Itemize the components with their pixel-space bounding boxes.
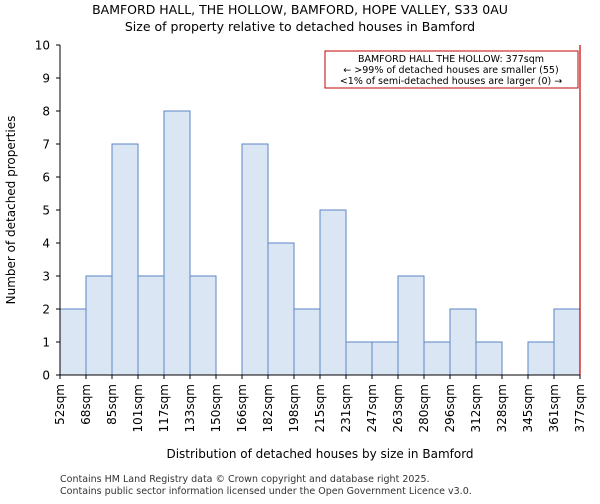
histogram-bar: [189, 275, 217, 376]
histogram-bar: [59, 308, 87, 376]
histogram-bar: [85, 275, 113, 376]
histogram-bar: [423, 341, 451, 376]
histogram-bar: [371, 341, 399, 376]
bars-layer: [59, 110, 581, 376]
annotation-line-2: ← >99% of detached houses are smaller (5…: [343, 65, 558, 76]
histogram-bar: [475, 341, 503, 376]
histogram-bar: [397, 275, 425, 376]
histogram-bar: [345, 341, 373, 376]
x-tick-label: 312sqm: [469, 384, 483, 432]
x-tick-label: 150sqm: [209, 384, 223, 432]
x-axis-label: Distribution of detached houses by size …: [166, 447, 473, 461]
x-tick-label: 345sqm: [521, 384, 535, 432]
y-tick-label: 3: [42, 270, 50, 284]
y-axis-label: Number of detached properties: [4, 116, 18, 305]
x-tick-label: 263sqm: [391, 384, 405, 432]
histogram-bar: [319, 209, 347, 376]
annotation-line-3: <1% of semi-detached houses are larger (…: [340, 76, 562, 87]
y-tick-label: 2: [42, 303, 50, 317]
y-tick-label: 9: [42, 72, 50, 86]
x-tick-label: 361sqm: [547, 384, 561, 432]
footer-line-2: Contains public sector information licen…: [60, 486, 472, 497]
x-tick-label: 85sqm: [105, 384, 119, 425]
histogram-bar: [163, 110, 191, 376]
y-tick-label: 0: [42, 369, 50, 383]
x-tick-label: 280sqm: [417, 384, 431, 432]
x-tick-label: 52sqm: [53, 384, 67, 425]
histogram-bar: [137, 275, 165, 376]
histogram-bar: [111, 143, 139, 376]
x-tick-label: 231sqm: [339, 384, 353, 432]
y-tick-label: 5: [42, 204, 50, 218]
y-tick-label: 8: [42, 105, 50, 119]
histogram-bar: [267, 242, 295, 376]
x-tick-label: 166sqm: [235, 384, 249, 432]
annotation-line-1: BAMFORD HALL THE HOLLOW: 377sqm: [358, 54, 544, 65]
x-tick-label: 182sqm: [261, 384, 275, 432]
y-tick-label: 4: [42, 237, 50, 251]
x-tick-label: 296sqm: [443, 384, 457, 432]
histogram-bar: [449, 308, 477, 376]
annotation-border: [324, 50, 579, 89]
chart-subtitle: Size of property relative to detached ho…: [125, 19, 475, 34]
x-tick-layer: 52sqm 68sqm 85sqm 101sqm 117sqm 133sqm 150sqm 1…: [53, 375, 587, 432]
x-tick-label: 247sqm: [365, 384, 379, 432]
y-tick-label: 10: [35, 39, 50, 53]
x-tick-label: 68sqm: [79, 384, 93, 425]
y-tick-label: 6: [42, 171, 50, 185]
x-tick-label: 117sqm: [157, 384, 171, 432]
x-tick-label: 133sqm: [183, 384, 197, 432]
y-tick-layer: 0 1 2 3 4 5 6 7 8 9 10: [35, 39, 60, 383]
histogram-bar: [293, 308, 321, 376]
x-tick-label: 377sqm: [573, 384, 587, 432]
y-tick-label: 7: [42, 138, 50, 152]
chart-title: BAMFORD HALL, THE HOLLOW, BAMFORD, HOPE …: [92, 2, 508, 17]
histogram-bar: [241, 143, 269, 376]
histogram-bar: [553, 308, 581, 376]
x-tick-label: 101sqm: [131, 384, 145, 432]
x-tick-label: 198sqm: [287, 384, 301, 432]
footer-line-1: Contains HM Land Registry data © Crown c…: [60, 474, 430, 485]
y-tick-label: 1: [42, 336, 50, 350]
annotation-box: BAMFORD HALL THE HOLLOW: 377sqm ← >99% o…: [324, 50, 579, 89]
histogram-bar: [527, 341, 555, 376]
x-tick-label: 328sqm: [495, 384, 509, 432]
x-tick-label: 215sqm: [313, 384, 327, 432]
